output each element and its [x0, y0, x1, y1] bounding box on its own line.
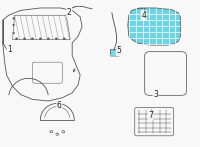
Circle shape — [15, 38, 18, 40]
Circle shape — [55, 38, 57, 40]
Text: 4: 4 — [141, 11, 146, 20]
Circle shape — [63, 38, 65, 40]
Text: 6: 6 — [57, 101, 62, 110]
Circle shape — [13, 24, 15, 26]
Circle shape — [23, 38, 26, 40]
Circle shape — [47, 38, 50, 40]
Text: 5: 5 — [116, 46, 121, 55]
Circle shape — [13, 32, 15, 34]
Text: 1: 1 — [7, 45, 12, 54]
FancyBboxPatch shape — [110, 50, 119, 56]
Text: 7: 7 — [148, 111, 153, 120]
Circle shape — [31, 38, 34, 40]
Text: 3: 3 — [153, 90, 158, 99]
Circle shape — [39, 38, 42, 40]
Polygon shape — [128, 8, 180, 45]
Circle shape — [13, 18, 15, 19]
Text: 2: 2 — [67, 7, 72, 16]
